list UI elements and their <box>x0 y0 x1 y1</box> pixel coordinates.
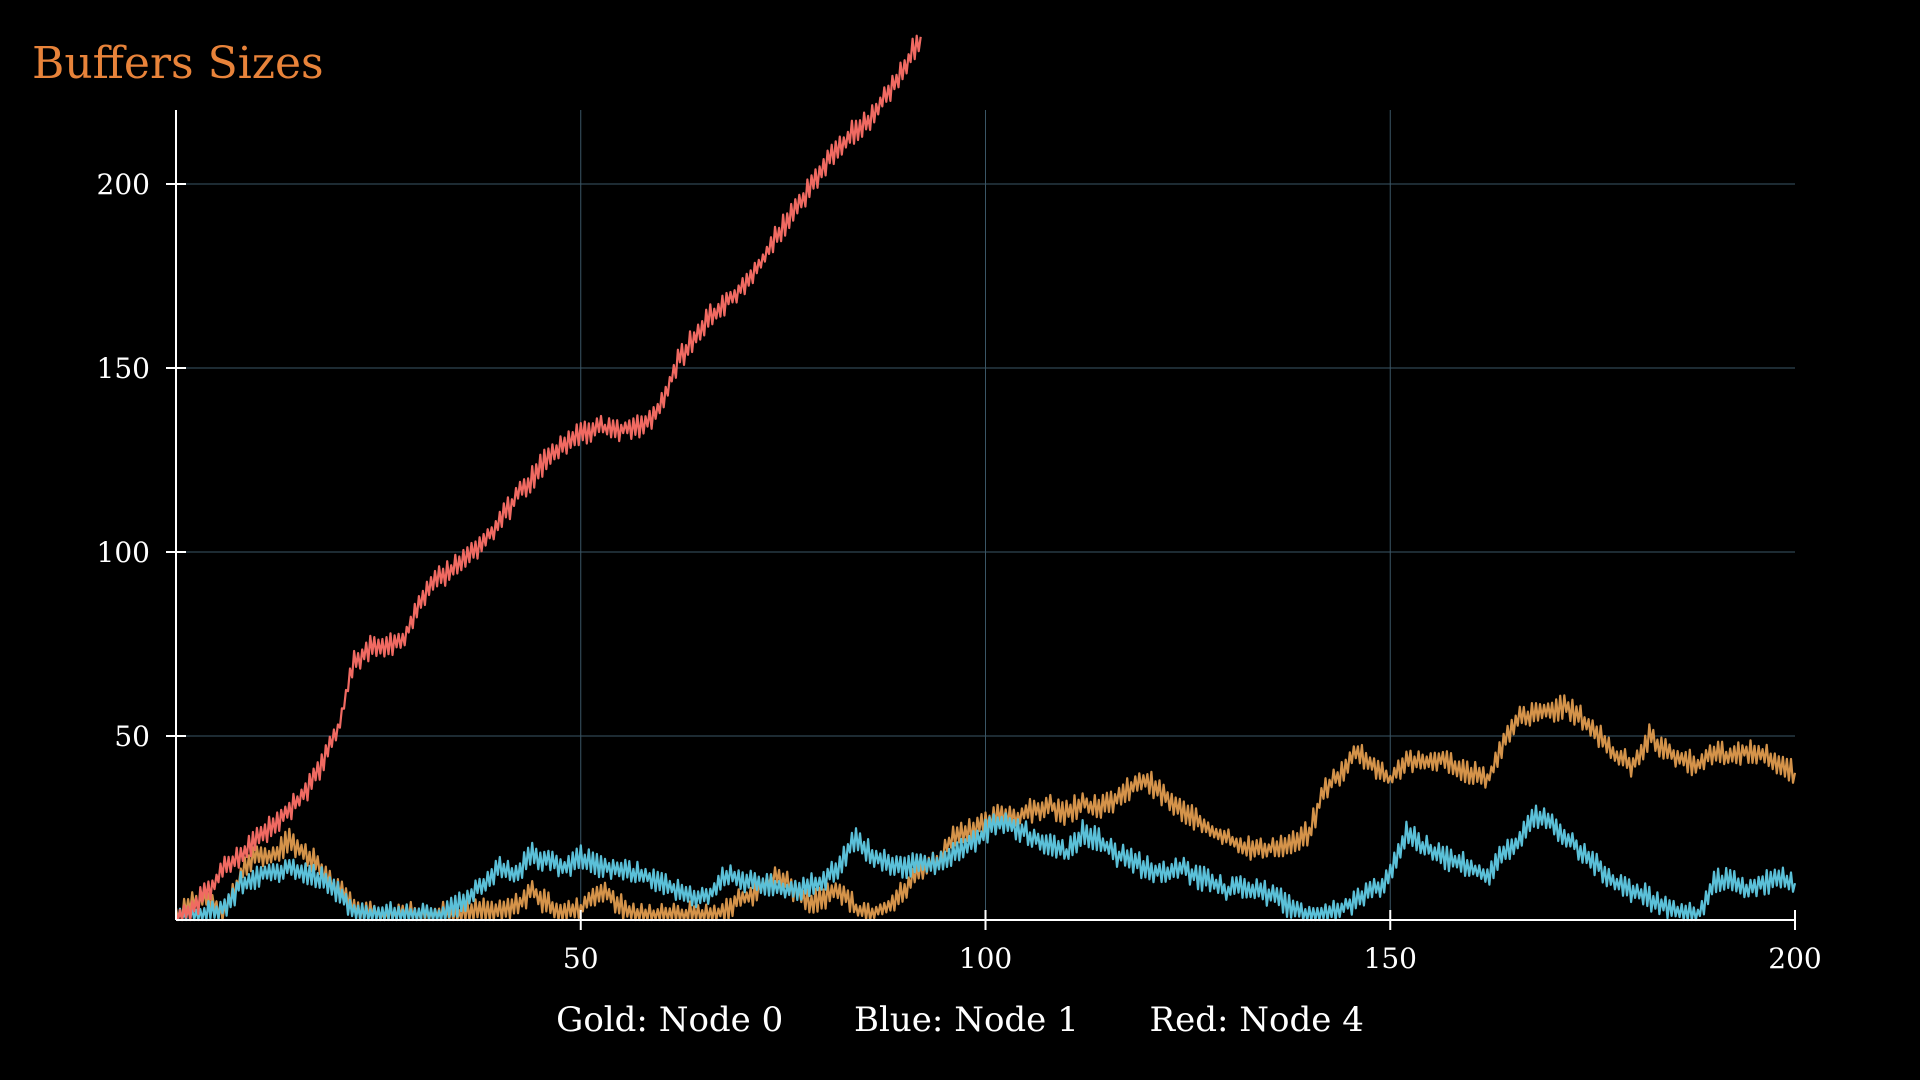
legend-item-node-0: Gold: Node 0 <box>556 1000 784 1040</box>
y-tick-label: 200 <box>97 168 150 201</box>
y-tick-label: 150 <box>97 352 150 385</box>
axes <box>166 110 1796 930</box>
legend-item-node-4: Red: Node 4 <box>1149 1000 1364 1040</box>
series-line-node-1 <box>176 804 1796 922</box>
y-tick-label: 100 <box>97 536 150 569</box>
series-group <box>176 34 1796 922</box>
x-tick-label: 200 <box>1768 942 1821 975</box>
legend: Gold: Node 0 Blue: Node 1 Red: Node 4 <box>0 1000 1920 1040</box>
x-tick-label: 50 <box>563 942 599 975</box>
y-tick-label: 50 <box>114 720 150 753</box>
x-tick-label: 100 <box>959 942 1012 975</box>
x-tick-label: 150 <box>1364 942 1417 975</box>
chart-title: Buffers Sizes <box>32 38 324 89</box>
legend-item-node-1: Blue: Node 1 <box>854 1000 1079 1040</box>
series-line-node-4 <box>176 34 922 922</box>
grid-lines <box>176 110 1795 920</box>
tick-labels: 50 100 150 200 50 100 150 200 <box>97 168 1822 975</box>
